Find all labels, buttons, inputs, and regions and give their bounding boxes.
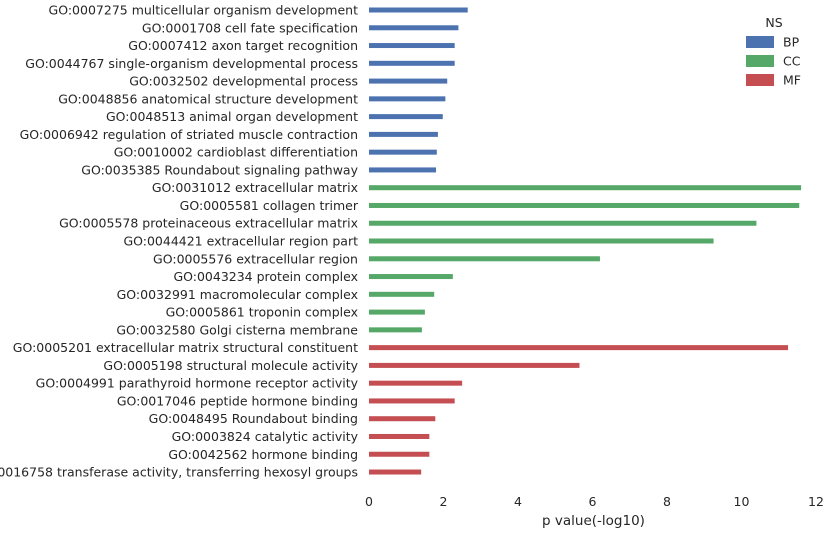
bar-mf [369,469,422,475]
legend-title: NS [765,15,782,30]
category-label: GO:0016758 transferase activity, transfe… [0,465,358,480]
bar-cc [369,185,802,191]
legend-swatch-bp [746,36,774,48]
bar-bp [369,78,448,84]
legend-swatch-cc [746,55,774,67]
x-tick-label: 0 [365,494,373,509]
legend-label-bp: BP [783,35,800,50]
bar-cc [369,291,435,297]
category-label: GO:0006942 regulation of striated muscle… [20,127,358,142]
category-label: GO:0032991 macromolecular complex [117,287,358,302]
legend-entries: BP CC MF [746,35,801,88]
bar-mf [369,345,789,351]
x-tick-label: 8 [663,494,671,509]
category-label: GO:0005861 troponin complex [166,305,358,320]
bar-cc [369,202,800,208]
category-label: GO:0048856 anatomical structure developm… [58,91,358,106]
category-label: GO:0035385 Roundabout signaling pathway [81,162,358,177]
bar-cc [369,327,422,333]
category-label: GO:0005198 structural molecule activity [103,358,358,373]
bar-bp [369,167,437,173]
bar-cc [369,256,600,262]
category-label: GO:0010002 cardioblast differentiation [114,145,358,160]
bar-mf [369,398,455,404]
bar-mf [369,362,580,368]
x-tick-label: 4 [514,494,522,509]
x-axis-title: p value(-log10) [542,513,645,529]
x-tick-label: 6 [589,494,597,509]
category-label: GO:0017046 peptide hormone binding [117,393,358,408]
category-label: GO:0048513 animal organ development [106,109,358,124]
legend-label-cc: CC [783,54,801,69]
category-label: GO:0032580 Golgi cisterna membrane [116,322,358,337]
category-label: GO:0048495 Roundabout binding [149,411,358,426]
x-tick-label: 12 [808,494,824,509]
category-label: GO:0007275 multicellular organism develo… [49,3,359,18]
x-tick-label: 2 [440,494,448,509]
x-tick-label: 10 [734,494,750,509]
bar-bp [369,25,459,31]
category-label: GO:0032502 developmental process [129,74,358,89]
bar-cc [369,309,425,315]
category-label: GO:0005201 extracellular matrix structur… [13,340,358,355]
x-axis: 0 2 4 6 8 10 12 [365,494,824,509]
bar-cc [369,238,714,244]
bar-mf [369,380,463,386]
bar-mf [369,433,430,439]
bar-bp [369,43,455,49]
category-label: GO:0003824 catalytic activity [172,429,359,444]
legend-swatch-mf [746,74,774,86]
bar-bp [369,7,468,13]
category-label: GO:0044421 extracellular region part [123,234,358,249]
legend: NS BP CC MF [746,15,801,88]
category-label: GO:0042562 hormone binding [168,447,358,462]
bar-cc [369,220,757,226]
category-label: GO:0044767 single-organism developmental… [25,56,358,71]
category-label: GO:0001708 cell fate specification [142,20,358,35]
category-label: GO:0007412 axon target recognition [128,38,358,53]
category-label: GO:0005581 collagen trimer [180,198,359,213]
bars-layer [369,7,802,475]
bar-cc [369,274,453,280]
category-label: GO:0031012 extracellular matrix [152,180,358,195]
category-label: GO:0005576 extracellular region [153,251,358,266]
bar-bp [369,60,455,66]
bar-mf [369,451,430,457]
bar-bp [369,149,437,155]
category-label: GO:0043234 protein complex [173,269,358,284]
category-labels: GO:0007275 multicellular organism develo… [0,3,359,480]
bar-bp [369,114,443,120]
legend-label-mf: MF [783,73,801,88]
category-label: GO:0005578 proteinaceous extracellular m… [59,216,358,231]
bar-mf [369,416,436,422]
bar-bp [369,131,438,137]
category-label: GO:0004991 parathyroid hormone receptor … [36,376,359,391]
bar-bp [369,96,446,102]
